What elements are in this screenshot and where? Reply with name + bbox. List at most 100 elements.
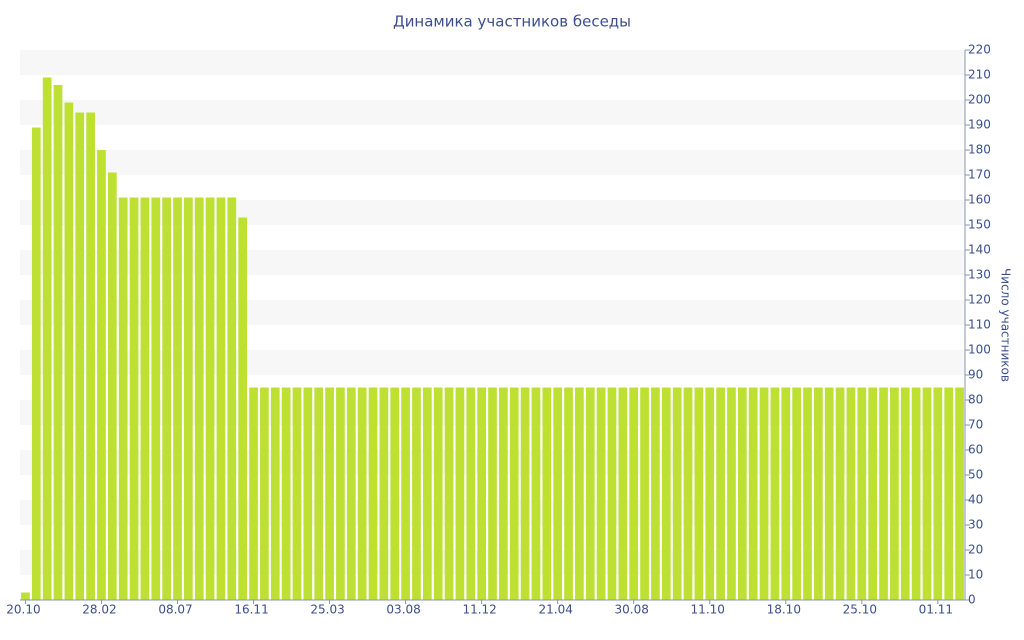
bar [727,387,736,600]
bar [444,387,454,600]
bar [42,77,52,600]
bar [303,387,313,600]
bar [292,387,302,600]
bar [661,387,671,600]
bar [401,387,410,600]
bar [173,197,182,600]
x-tick-label: 11.10 [691,603,725,617]
bar [75,112,85,600]
x-tick-label: 20.10 [6,603,40,617]
y-tick-label: 10 [968,568,983,582]
bar [325,387,334,600]
bar [585,387,595,600]
bar [21,592,30,600]
bar [227,197,237,600]
bar [118,197,128,600]
y-tick-label: 50 [968,468,983,482]
bar [683,387,693,600]
grid-band [20,200,965,225]
bar [194,197,204,600]
grid-band [20,300,965,325]
y-tick-label: 110 [968,318,991,332]
y-tick-label: 180 [968,143,991,157]
x-tick-label: 28.02 [82,603,116,617]
bar [933,387,943,600]
grid-band [20,100,965,125]
bar [607,387,617,600]
bar [205,197,215,600]
bar [314,387,324,600]
bar [151,197,161,600]
bar [249,387,258,600]
bar [422,387,432,600]
bar [368,387,378,600]
y-tick-label: 130 [968,268,991,282]
bar [596,387,606,600]
grid-band [20,50,965,75]
bar [890,387,899,600]
y-tick-label: 90 [968,368,983,382]
x-tick-label: 16.11 [234,603,268,617]
y-tick-label: 150 [968,218,991,232]
x-tick-label: 30.08 [615,603,649,617]
x-tick-label: 08.07 [158,603,192,617]
bar [629,387,639,600]
y-tick-label: 190 [968,118,991,132]
bar [336,387,345,600]
bar [129,197,139,600]
bar [346,387,356,600]
y-tick-label: 80 [968,393,983,407]
bar [466,387,476,600]
bar [759,387,769,600]
bar [868,387,878,600]
bar [857,387,867,600]
y-tick-label: 40 [968,493,983,507]
y-tick-label: 100 [968,343,991,357]
bar [900,387,910,600]
bar [97,150,106,600]
x-tick-label: 11.12 [462,603,496,617]
bar [781,387,791,600]
y-tick-label: 0 [968,593,976,607]
x-tick-label: 25.10 [843,603,877,617]
x-tick-label: 03.08 [386,603,420,617]
x-tick-label: 18.10 [767,603,801,617]
bar [824,387,834,600]
y-tick-label: 220 [968,43,991,57]
bar [64,102,74,600]
bar [379,387,389,600]
x-tick-label: 25.03 [310,603,344,617]
bar [672,387,682,600]
bar [488,387,497,600]
bar [107,172,117,600]
bar [184,197,193,600]
bar [270,387,280,600]
chart-title: Динамика участников беседы [393,13,631,31]
bar [140,197,150,600]
bar [716,387,725,600]
bar [357,387,367,600]
y-tick-label: 200 [968,93,991,107]
bar [53,85,63,600]
bar [509,387,519,600]
grid-band [20,150,965,175]
bar [846,387,856,600]
bar [216,197,226,600]
y-tick-label: 60 [968,443,983,457]
bar [922,387,932,600]
bar [944,387,954,600]
bar [694,387,704,600]
bar [770,387,780,600]
bar [911,387,921,600]
bar [640,387,649,600]
bar [390,387,400,600]
y-tick-label: 120 [968,293,991,307]
bar [520,387,530,600]
bar [814,387,823,600]
bar [618,387,628,600]
bar [803,387,812,600]
bar [542,387,552,600]
x-tick-label: 01.11 [919,603,953,617]
y-axis-title: Число участников [999,268,1013,382]
